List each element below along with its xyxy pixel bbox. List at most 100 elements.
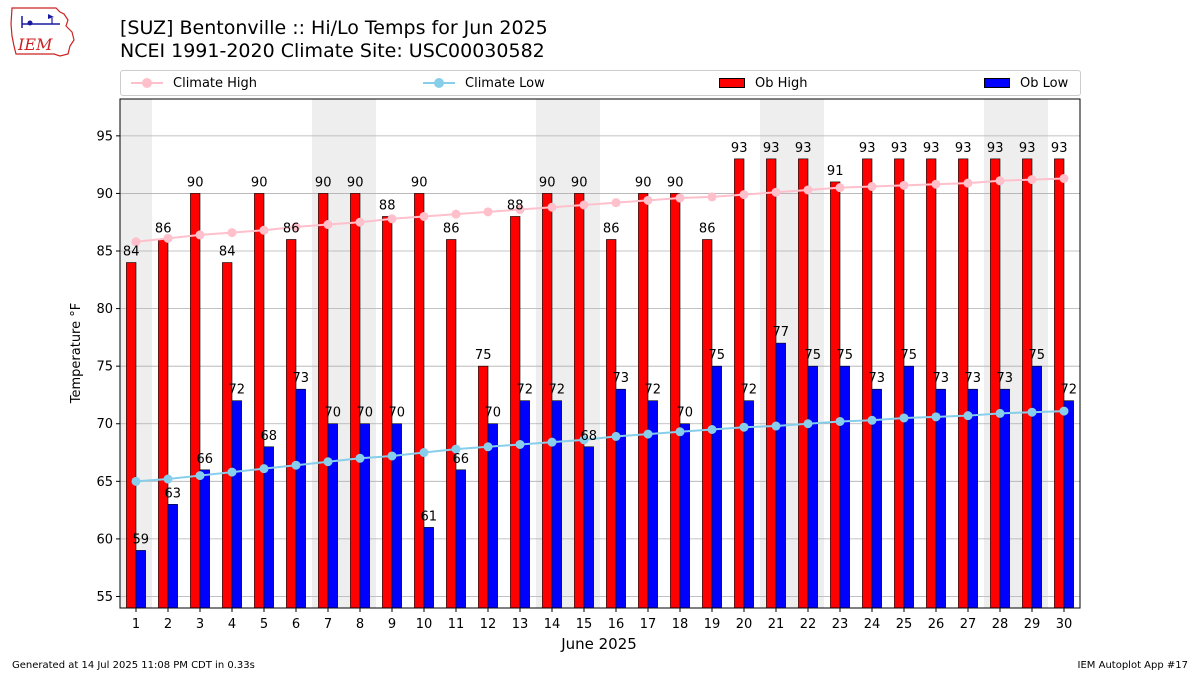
climate-low-point-day-23 bbox=[835, 416, 845, 426]
plot-frame bbox=[119, 98, 1081, 609]
climate-high-point-day-3 bbox=[195, 230, 205, 240]
climate-high-line bbox=[135, 177, 1065, 243]
y-tick-label-65: 65 bbox=[96, 475, 113, 490]
weekend-shade-day-14 bbox=[536, 99, 568, 608]
climate-low-point-day-12 bbox=[483, 442, 493, 452]
ob-high-bar-day-2 bbox=[158, 239, 169, 609]
ob-low-label-day-8: 70 bbox=[357, 406, 374, 421]
weekend-shade-day-29 bbox=[1016, 99, 1048, 608]
ob-high-bar-day-6 bbox=[286, 239, 297, 609]
ob-low-bar-day-27 bbox=[967, 388, 978, 609]
legend-item-ob-high: Ob High bbox=[719, 71, 808, 95]
ob-low-label-day-7: 70 bbox=[325, 406, 342, 421]
climate-high-point-day-6 bbox=[291, 222, 301, 232]
ob-low-bar-day-13 bbox=[519, 400, 530, 609]
legend-item-climate-high: Climate High bbox=[131, 71, 257, 95]
ob-low-label-day-10: 61 bbox=[421, 509, 438, 524]
ob-high-bar-day-8 bbox=[350, 193, 361, 609]
ob-low-label-day-18: 70 bbox=[677, 406, 694, 421]
ob-high-label-day-16: 86 bbox=[603, 221, 620, 236]
climate-low-point-day-18 bbox=[675, 427, 685, 437]
y-tick-label-85: 85 bbox=[96, 245, 113, 260]
ob-high-bar-day-3 bbox=[190, 193, 201, 609]
ob-low-bar-day-1 bbox=[135, 550, 146, 609]
climate-high-point-day-8 bbox=[355, 217, 365, 227]
climate-low-point-day-2 bbox=[163, 474, 173, 484]
x-tick-label-28: 28 bbox=[992, 617, 1009, 632]
climate-low-point-day-1 bbox=[131, 476, 141, 486]
ob-low-bar-day-4 bbox=[231, 400, 242, 609]
x-tick-label-3: 3 bbox=[196, 617, 204, 632]
x-tick-label-11: 11 bbox=[448, 617, 465, 632]
y-tick-label-80: 80 bbox=[96, 302, 113, 317]
ob-high-bar-day-9 bbox=[382, 216, 393, 609]
ob-high-bar-day-28 bbox=[990, 158, 1001, 609]
ob-low-bar-day-9 bbox=[391, 423, 402, 609]
ob-low-bar-day-30 bbox=[1063, 400, 1074, 609]
ob-high-bar-day-5 bbox=[254, 193, 265, 609]
ob-low-bar-day-3 bbox=[199, 469, 210, 609]
climate-low-point-day-14 bbox=[547, 437, 557, 447]
x-axis-label: June 2025 bbox=[560, 635, 637, 653]
climate-low-point-day-21 bbox=[771, 421, 781, 431]
ob-high-label-day-18: 90 bbox=[667, 175, 684, 190]
ob-low-bar-day-21 bbox=[775, 342, 786, 609]
weekend-shade-day-22 bbox=[792, 99, 824, 608]
ob-low-label-day-21: 77 bbox=[773, 325, 790, 340]
climate-low-point-day-8 bbox=[355, 453, 365, 463]
ob-high-label-day-13: 88 bbox=[507, 198, 524, 213]
x-tick-label-2: 2 bbox=[164, 617, 172, 632]
x-tick-label-25: 25 bbox=[896, 617, 913, 632]
ob-high-bar-day-17 bbox=[638, 193, 649, 609]
ob-low-label-day-20: 72 bbox=[741, 383, 758, 398]
ob-low-label-day-22: 75 bbox=[805, 348, 822, 363]
ob-low-bar-day-17 bbox=[647, 400, 658, 609]
x-tick-label-24: 24 bbox=[864, 617, 881, 632]
ob-high-bar-day-25 bbox=[894, 158, 905, 609]
ob-low-label-day-16: 73 bbox=[613, 371, 630, 386]
climate-high-point-day-11 bbox=[451, 209, 461, 219]
climate-low-point-day-24 bbox=[867, 415, 877, 425]
bar-series bbox=[126, 158, 1074, 609]
ob-low-bar-day-11 bbox=[455, 469, 466, 609]
app-credit: IEM Autoplot App #17 bbox=[1077, 660, 1188, 671]
climate-lines bbox=[131, 173, 1069, 486]
ob-high-label-day-10: 90 bbox=[411, 175, 428, 190]
ob-high-label-day-12: 75 bbox=[475, 348, 492, 363]
ob-low-label-day-3: 66 bbox=[197, 452, 214, 467]
ob-low-label-day-28: 73 bbox=[997, 371, 1014, 386]
ob-high-label-day-23: 91 bbox=[827, 164, 844, 179]
ob-high-label-day-27: 93 bbox=[955, 141, 972, 156]
ob-high-bar-day-26 bbox=[926, 158, 937, 609]
ob-high-label-day-1: 84 bbox=[123, 245, 140, 260]
climate-high-swatch bbox=[131, 77, 163, 89]
climate-high-point-day-7 bbox=[323, 220, 333, 230]
x-tick-label-5: 5 bbox=[260, 617, 268, 632]
ob-high-bar-day-1 bbox=[126, 262, 137, 609]
x-tick-label-16: 16 bbox=[608, 617, 625, 632]
legend-item-climate-low: Climate Low bbox=[423, 71, 545, 95]
ob-low-bar-day-18 bbox=[679, 423, 690, 609]
ob-low-label-day-19: 75 bbox=[709, 348, 726, 363]
climate-low-point-day-7 bbox=[323, 457, 333, 467]
x-tick-label-6: 6 bbox=[292, 617, 300, 632]
climate-low-point-day-25 bbox=[899, 413, 909, 423]
ob-high-label-day-19: 86 bbox=[699, 221, 716, 236]
ob-low-label-day-23: 75 bbox=[837, 348, 854, 363]
ob-high-bar-day-7 bbox=[318, 193, 329, 609]
ob-low-bar-day-20 bbox=[743, 400, 754, 609]
svg-text:IEM: IEM bbox=[17, 35, 53, 54]
ob-high-label-day-22: 93 bbox=[795, 141, 812, 156]
ob-low-bar-day-26 bbox=[935, 388, 946, 609]
climate-high-point-day-18 bbox=[675, 193, 685, 203]
chart-title: [SUZ] Bentonville :: Hi/Lo Temps for Jun… bbox=[120, 17, 548, 39]
climate-low-point-day-3 bbox=[195, 471, 205, 481]
bar-data-labels: 84 86 90 84 90 86 90 90 88 90 86 75 88 90 90 86 90 90 86 93… bbox=[123, 141, 1077, 548]
ob-high-label-day-9: 88 bbox=[379, 198, 396, 213]
ob-low-label-day-27: 73 bbox=[965, 371, 982, 386]
ob-high-bar-day-14 bbox=[542, 193, 553, 609]
ob-low-bar-day-28 bbox=[999, 388, 1010, 609]
climate-low-point-day-17 bbox=[643, 429, 653, 439]
x-tick-label-7: 7 bbox=[324, 617, 332, 632]
